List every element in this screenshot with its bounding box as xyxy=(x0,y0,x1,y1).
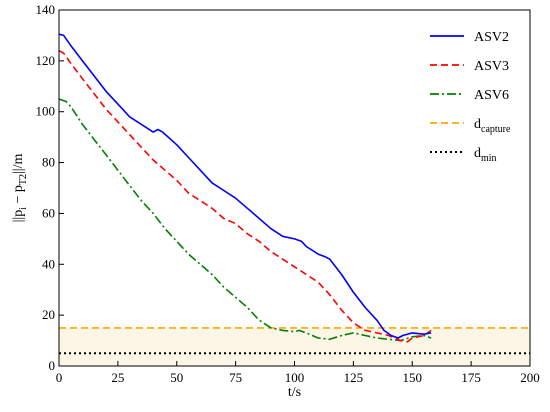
plot-frame xyxy=(58,9,531,367)
y-tick-label: 120 xyxy=(36,53,56,68)
x-tick-label: 25 xyxy=(111,370,124,385)
y-axis-label-part: − p xyxy=(11,185,26,207)
legend-label-dcapture: dcapture xyxy=(474,117,511,135)
legend-label-base: d xyxy=(474,117,481,132)
y-axis: 0 20 40 60 80 100 120 140 xyxy=(36,2,64,373)
x-tick-label: 75 xyxy=(229,370,242,385)
x-axis: 0 25 50 75 100 125 150 175 200 xyxy=(56,361,540,385)
legend-label-sub: min xyxy=(481,153,497,164)
x-tick-label: 0 xyxy=(56,370,63,385)
legend-label-asv3: ASV3 xyxy=(474,59,509,74)
series-line-asv2 xyxy=(58,33,432,339)
y-tick-label: 100 xyxy=(36,104,56,119)
legend-label-base: d xyxy=(474,146,481,161)
x-axis-label: t/s xyxy=(288,385,301,400)
capture-band xyxy=(59,327,530,366)
legend-label-base: ASV3 xyxy=(474,59,509,74)
x-tick-label: 150 xyxy=(403,370,423,385)
y-tick-label: 80 xyxy=(42,155,55,170)
y-axis-label-sub: i xyxy=(18,207,29,210)
y-tick-label: 60 xyxy=(42,205,55,220)
legend-label-asv6: ASV6 xyxy=(474,88,509,103)
y-tick-label: 140 xyxy=(36,2,56,17)
series-line-asv3 xyxy=(58,49,432,343)
legend-label-dmin: dmin xyxy=(474,146,497,164)
y-tick-label: 20 xyxy=(42,307,55,322)
y-axis-label-part: ||/m xyxy=(11,153,26,173)
x-tick-label: 50 xyxy=(170,370,183,385)
x-tick-label: 125 xyxy=(344,370,364,385)
legend-label-base: ASV2 xyxy=(474,30,509,45)
legend-label-sub: capture xyxy=(481,124,511,135)
x-tick-label: 200 xyxy=(520,370,540,385)
y-axis-label-part: ||p xyxy=(11,210,26,223)
y-axis-label: ||pi − pT2||/m xyxy=(11,153,29,222)
series-line-asv6 xyxy=(58,98,432,342)
y-tick-label: 0 xyxy=(49,358,56,373)
legend-label-base: ASV6 xyxy=(474,88,509,103)
y-axis-label-sub: T2 xyxy=(18,174,29,185)
x-tick-label: 100 xyxy=(285,370,305,385)
series-layer xyxy=(58,33,530,355)
legend-label-asv2: ASV2 xyxy=(474,30,509,45)
x-tick-label: 175 xyxy=(461,370,481,385)
y-tick-label: 40 xyxy=(42,256,55,271)
